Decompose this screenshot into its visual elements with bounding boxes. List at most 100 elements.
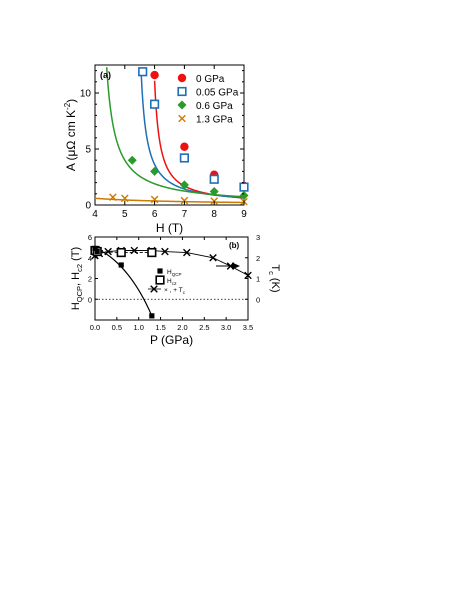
y-tick-label: 10 [80, 89, 92, 100]
legend-marker [157, 268, 163, 274]
y2-tick-label: 3 [256, 233, 260, 242]
x-tick-label: 7 [182, 209, 188, 220]
legend-marker [177, 86, 187, 97]
data-point [183, 248, 191, 257]
data-point [209, 187, 219, 197]
legend-label: 0.6 GPa [196, 101, 233, 112]
plot-frame [94, 64, 245, 206]
y2-axis-label-part: c [267, 271, 276, 275]
legend-label-part: × , + [164, 287, 179, 294]
data-point [209, 253, 217, 262]
data-point [150, 99, 160, 109]
legend-marker [150, 285, 158, 293]
data-point [150, 166, 160, 176]
legend-label: 1.3 GPa [196, 115, 233, 126]
y-axis-label-superscript: -2 [63, 102, 72, 110]
legend-label: 0.05 GPa [196, 88, 239, 99]
y-tick-label: 6 [88, 233, 92, 242]
data-point [161, 247, 169, 256]
data-point [94, 248, 100, 255]
y2-axis-label-part: (K) [269, 275, 281, 293]
data-point [130, 246, 139, 255]
legend-label-subscript: QCP [172, 272, 182, 277]
data-point [147, 247, 157, 258]
x-tick-label: 3.0 [221, 323, 231, 332]
y-tick-label: 0 [88, 295, 92, 304]
y-axis-label-part: A (μΩ cm K [64, 110, 78, 171]
x-tick-label: 4 [92, 209, 98, 220]
x-tick-label: 2.5 [199, 323, 209, 332]
panel-a: 4 5 6 7 8 9 0 5 10 H (T) A (μΩ cm K-2) (a) 0 GPa 0.05… [63, 64, 249, 235]
panel-b: 0.0 0.5 1.0 1.5 2.0 2.5 3.0 3.5 0 2 4 6 0 1 2 3 P (GPa) H… [70, 233, 281, 347]
legend-label-subscript: c2 [172, 281, 177, 286]
legend-marker [155, 275, 165, 285]
y-axis-label-part: c2 [75, 264, 84, 272]
legend-label-part: H [167, 269, 172, 276]
data-point [149, 313, 155, 319]
data-point [121, 194, 129, 203]
data-point [239, 190, 249, 200]
data-point [127, 155, 137, 165]
hqcp-curve [94, 247, 153, 317]
y-axis-label: HQCP, Hc2 (T) [70, 247, 84, 310]
x-tick-label: 1.5 [155, 323, 165, 332]
x-axis-label: P (GPa) [150, 333, 193, 347]
panel-label: (a) [100, 70, 111, 80]
data-point [180, 142, 189, 151]
data-point [118, 262, 124, 268]
data-point [92, 245, 98, 252]
panel-label: (b) [229, 241, 240, 250]
data-point [150, 195, 159, 204]
x-tick-label: 1.0 [133, 323, 143, 332]
y2-tick-label: 2 [256, 254, 260, 263]
legend-marker [177, 73, 187, 83]
legend-label: Hc2 [167, 278, 177, 286]
y-tick-label: 0 [85, 201, 91, 212]
legend-label: × , + Tc [164, 287, 186, 295]
data-point [239, 182, 249, 192]
y-axis-label: A (μΩ cm K-2) [63, 99, 78, 171]
y-axis-label-part: (T) [70, 247, 82, 264]
legend-label-subscript: c [183, 290, 186, 295]
y-tick-label: 2 [88, 275, 92, 284]
x-tick-label: 0.0 [90, 323, 100, 332]
y2-axis-label-part: T [269, 264, 281, 271]
y-axis-label-part: H [70, 302, 82, 310]
x-tick-label: 5 [122, 209, 128, 220]
x-tick-label: 3.5 [243, 323, 253, 332]
legend-label-part: T [179, 287, 183, 294]
x-tick-label: 6 [152, 209, 158, 220]
y-axis-label-part: QCP [75, 286, 84, 302]
fit-curve [94, 197, 245, 204]
data-point [104, 247, 112, 256]
x-axis-label: H (T) [156, 221, 183, 235]
x-tick-label: 2.0 [177, 323, 187, 332]
data-point [179, 153, 190, 163]
x-tick-label: 9 [241, 209, 247, 220]
y-tick-label: 5 [85, 145, 91, 156]
y2-axis-label: Tc (K) [267, 264, 281, 292]
legend-marker [178, 114, 186, 123]
data-point [180, 196, 189, 205]
x-tick-label: 8 [211, 209, 217, 220]
data-point [150, 70, 159, 80]
fit-curve [105, 67, 245, 198]
legend-label: HQCP [167, 269, 181, 277]
data-point [116, 247, 126, 258]
data-point [138, 67, 148, 77]
data-point [209, 174, 219, 184]
y-axis-label-part: , H [70, 272, 82, 286]
arrow-head [232, 262, 240, 270]
x-tick-label: 0.5 [112, 323, 122, 332]
data-point [109, 193, 117, 201]
y-axis-label-part: ) [64, 99, 78, 103]
y2-tick-label: 1 [256, 275, 260, 284]
data-point [179, 180, 189, 190]
data-point [244, 271, 252, 280]
legend-label-part: H [167, 278, 172, 285]
legend-label: 0 GPa [196, 74, 225, 85]
y-tick-label: 4 [88, 254, 92, 263]
y2-tick-label: 0 [256, 295, 260, 304]
